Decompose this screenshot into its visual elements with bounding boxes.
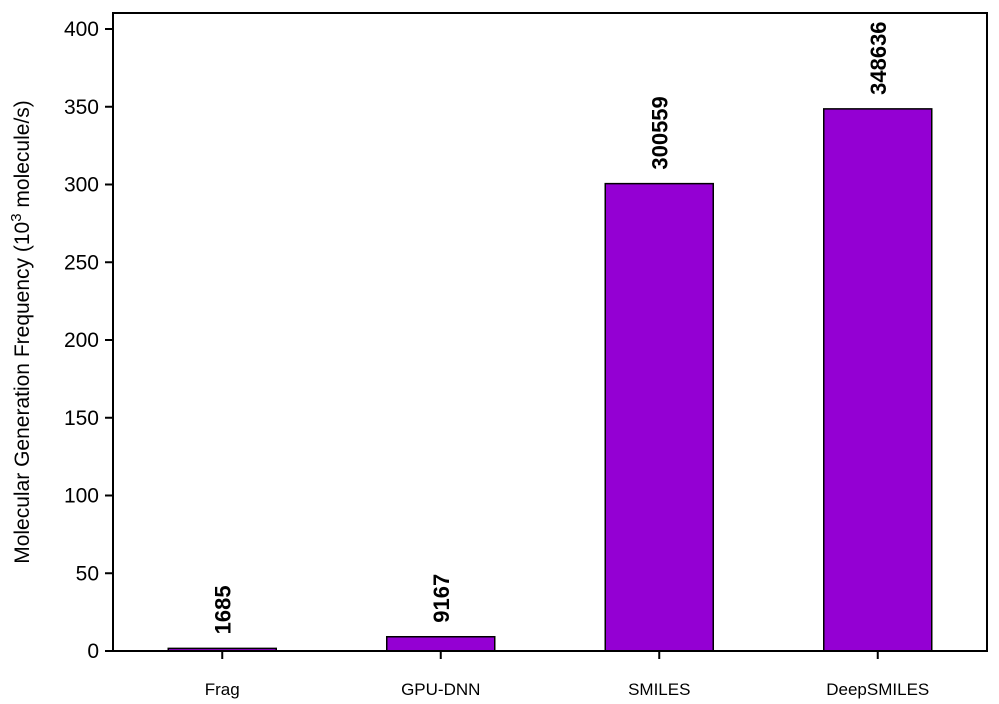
y-tick-label: 50: [76, 562, 99, 585]
bar-gpu-dnn: [386, 635, 496, 652]
y-tick-label: 200: [64, 329, 99, 352]
plot-frame: [112, 12, 988, 652]
y-axis-title-exponent: 3: [8, 213, 25, 221]
y-tick-label: 300: [64, 174, 99, 197]
bar-smiles: [604, 182, 714, 652]
y-axis-title: Molecular Generation Frequency (103 mole…: [8, 100, 35, 564]
y-axis-title-main: Molecular Generation Frequency (10: [11, 222, 34, 564]
data-label-frag: 1685: [210, 585, 235, 634]
y-axis-title-suffix: molecule/s): [11, 100, 34, 213]
x-tick-label: GPU-DNN: [401, 680, 480, 699]
y-axis-ticks: 0 50 100 150 200 250 300 350 400: [64, 18, 113, 663]
y-tick-label: 400: [64, 18, 99, 41]
data-label-deepsmiles: 348636: [866, 21, 891, 94]
data-label-smiles: 300559: [647, 96, 672, 169]
bar-deepsmiles: [823, 108, 933, 652]
y-tick-label: 100: [64, 485, 99, 508]
x-tick-label: SMILES: [628, 680, 690, 699]
y-tick-label: 250: [64, 251, 99, 274]
data-labels-group: 1685 9167 300559 348636: [210, 21, 891, 634]
x-tick-label: DeepSMILES: [826, 680, 929, 699]
data-label-gpu-dnn: 9167: [429, 574, 454, 623]
x-axis-ticks: Frag GPU-DNN SMILES DeepSMILES: [205, 651, 929, 699]
bars-group: [167, 108, 933, 652]
x-tick-label: Frag: [205, 680, 240, 699]
y-tick-label: 350: [64, 96, 99, 119]
y-tick-label: 0: [87, 640, 99, 663]
y-tick-label: 150: [64, 407, 99, 430]
